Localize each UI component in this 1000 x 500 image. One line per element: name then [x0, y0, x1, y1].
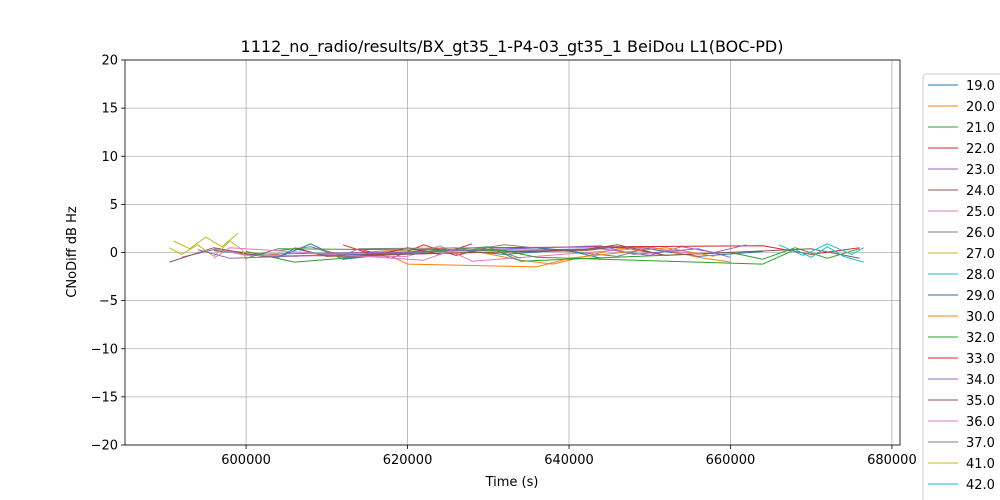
legend-label: 19.0 — [966, 79, 995, 94]
y-axis-label: CNoDiff dB Hz — [65, 206, 80, 298]
legend-label: 32.0 — [966, 331, 995, 346]
legend-item: 35.0 — [928, 394, 995, 409]
legend-label: 26.0 — [966, 226, 995, 241]
y-tick-label: 20 — [101, 54, 118, 69]
y-tick-label: 0 — [110, 246, 118, 261]
y-tick-label: −15 — [91, 390, 118, 405]
chart-title: 1112_no_radio/results/BX_gt35_1-P4-03_gt… — [241, 37, 784, 57]
y-tick-label: 10 — [101, 150, 118, 165]
legend-label: 28.0 — [966, 268, 995, 283]
legend-item: 33.0 — [928, 352, 995, 367]
legend-label: 30.0 — [966, 310, 995, 325]
x-tick-label: 680000 — [867, 453, 917, 468]
legend-label: 29.0 — [966, 289, 995, 304]
legend-item: 37.0 — [928, 436, 995, 451]
x-tick-label: 640000 — [544, 453, 594, 468]
legend-item: 42.0 — [928, 478, 995, 493]
legend-item: 20.0 — [928, 100, 995, 115]
legend-item: 30.0 — [928, 310, 995, 325]
legend-item: 34.0 — [928, 373, 995, 388]
legend-label: 36.0 — [966, 415, 995, 430]
series-line-34-0 — [197, 245, 731, 259]
x-axis-label: Time (s) — [485, 475, 539, 490]
legend-label: 25.0 — [966, 205, 995, 220]
x-axis-ticks: 600000 620000 640000 660000 680000 — [221, 445, 917, 468]
legend-label: 20.0 — [966, 100, 995, 115]
plot-area: 600000 620000 640000 660000 680000 20 15 10 5 0 −… — [91, 54, 917, 469]
y-axis-ticks: 20 15 10 5 0 −5 −10 −15 −20 — [91, 54, 125, 454]
legend-item: 36.0 — [928, 415, 995, 430]
legend-item: 25.0 — [928, 205, 995, 220]
legend-item: 23.0 — [928, 163, 995, 178]
series-line-36-0 — [213, 247, 457, 261]
legend-label: 21.0 — [966, 121, 995, 136]
legend-item: 21.0 — [928, 121, 995, 136]
legend-label: 42.0 — [966, 478, 995, 493]
legend: 19.0 20.0 21.0 22.0 23.0 24.0 25.0 26.0 27.0 28.0… — [922, 73, 1000, 500]
series-line-28-0 — [794, 246, 864, 263]
legend-label: 37.0 — [966, 436, 995, 451]
legend-label: 24.0 — [966, 184, 995, 199]
series-line-30-0 — [391, 247, 715, 268]
legend-item: 24.0 — [928, 184, 995, 199]
legend-item: 19.0 — [928, 79, 995, 94]
series-layer — [169, 232, 864, 268]
series-line-41-0 — [173, 232, 239, 250]
series-line-20-0 — [213, 246, 731, 265]
series-line-37-0 — [310, 246, 521, 259]
legend-item: 41.0 — [928, 457, 995, 472]
series-line-42-0 — [778, 243, 864, 256]
legend-item: 26.0 — [928, 226, 995, 241]
x-tick-label: 600000 — [221, 453, 271, 468]
y-tick-label: −5 — [99, 294, 118, 309]
y-tick-label: −10 — [91, 342, 118, 357]
y-tick-label: −20 — [91, 439, 118, 454]
legend-item: 28.0 — [928, 268, 995, 283]
legend-box — [922, 73, 1000, 500]
legend-label: 34.0 — [966, 373, 995, 388]
legend-item: 32.0 — [928, 331, 995, 346]
x-tick-label: 620000 — [383, 453, 433, 468]
legend-label: 35.0 — [966, 394, 995, 409]
legend-item: 22.0 — [928, 142, 995, 157]
legend-item: 29.0 — [928, 289, 995, 304]
legend-label: 41.0 — [966, 457, 995, 472]
legend-label: 23.0 — [966, 163, 995, 178]
y-tick-label: 15 — [101, 102, 118, 117]
legend-label: 27.0 — [966, 247, 995, 262]
x-tick-label: 660000 — [706, 453, 756, 468]
series-line-27-0 — [169, 240, 247, 261]
legend-item: 27.0 — [928, 247, 995, 262]
legend-items: 19.0 20.0 21.0 22.0 23.0 24.0 25.0 26.0 27.0 28.0… — [928, 79, 995, 493]
legend-label: 22.0 — [966, 142, 995, 157]
y-tick-label: 5 — [110, 198, 118, 213]
legend-label: 33.0 — [966, 352, 995, 367]
